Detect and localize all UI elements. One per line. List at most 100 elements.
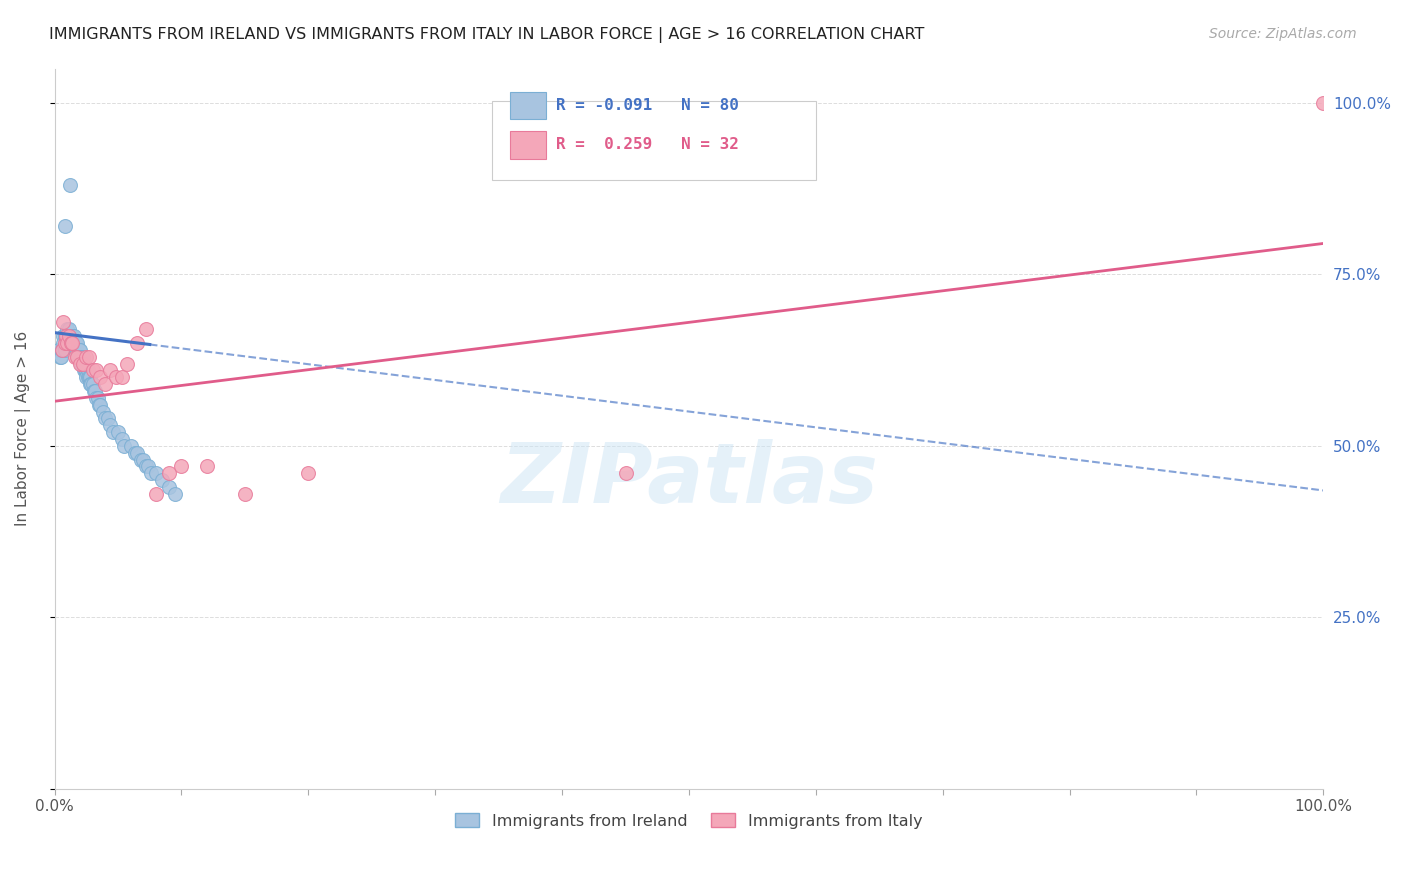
Point — [66, 343, 89, 357]
Point — [73, 363, 96, 377]
Point — [135, 322, 157, 336]
Point — [60, 335, 83, 350]
Point — [76, 370, 98, 384]
Point — [152, 473, 174, 487]
Point — [60, 329, 83, 343]
Point — [75, 350, 97, 364]
Point — [614, 467, 637, 481]
Point — [104, 370, 127, 384]
Point — [138, 459, 160, 474]
Point — [67, 343, 90, 357]
Point — [80, 377, 103, 392]
Point — [51, 343, 73, 357]
Point — [111, 432, 134, 446]
Point — [120, 439, 142, 453]
Point — [65, 335, 87, 350]
Point — [60, 329, 83, 343]
Point — [66, 335, 89, 350]
Point — [139, 467, 162, 481]
Point — [82, 363, 104, 377]
Point — [70, 350, 93, 364]
Point — [72, 350, 94, 364]
Point — [56, 322, 79, 336]
Text: R =  0.259   N = 32: R = 0.259 N = 32 — [555, 137, 738, 153]
Legend: Immigrants from Ireland, Immigrants from Italy: Immigrants from Ireland, Immigrants from… — [449, 806, 929, 835]
Point — [58, 329, 80, 343]
Point — [52, 329, 75, 343]
Text: IMMIGRANTS FROM IRELAND VS IMMIGRANTS FROM ITALY IN LABOR FORCE | AGE > 16 CORRE: IMMIGRANTS FROM IRELAND VS IMMIGRANTS FR… — [49, 27, 925, 43]
Point — [94, 377, 117, 392]
Point — [115, 357, 138, 371]
Point — [87, 398, 110, 412]
Point — [87, 391, 110, 405]
Point — [75, 370, 97, 384]
Point — [63, 343, 86, 357]
Point — [91, 404, 114, 418]
Point — [52, 315, 75, 329]
Point — [72, 357, 94, 371]
Point — [124, 446, 146, 460]
Point — [111, 370, 134, 384]
FancyBboxPatch shape — [510, 131, 546, 159]
Point — [125, 335, 148, 350]
Point — [233, 487, 256, 501]
Point — [56, 335, 79, 350]
Point — [195, 459, 218, 474]
Point — [58, 335, 80, 350]
Point — [59, 329, 82, 343]
Point — [1312, 95, 1334, 110]
Point — [69, 350, 91, 364]
Point — [77, 350, 100, 364]
Point — [60, 329, 83, 343]
Point — [60, 335, 83, 350]
Point — [73, 357, 96, 371]
Point — [101, 425, 124, 439]
Point — [53, 219, 76, 234]
Point — [94, 411, 117, 425]
Point — [55, 329, 77, 343]
FancyBboxPatch shape — [510, 92, 546, 119]
Y-axis label: In Labor Force | Age > 16: In Labor Force | Age > 16 — [15, 331, 31, 526]
Point — [297, 467, 319, 481]
Point — [125, 446, 148, 460]
Point — [89, 398, 111, 412]
Point — [55, 329, 77, 343]
Point — [145, 467, 167, 481]
Point — [67, 350, 90, 364]
Point — [69, 343, 91, 357]
Point — [89, 370, 111, 384]
Point — [59, 329, 82, 343]
Point — [62, 335, 84, 350]
Point — [107, 425, 129, 439]
Point — [135, 459, 157, 474]
Point — [73, 363, 96, 377]
Point — [170, 459, 193, 474]
Point — [60, 335, 83, 350]
Point — [157, 467, 180, 481]
Point — [63, 335, 86, 350]
Point — [79, 370, 101, 384]
Point — [75, 363, 97, 377]
Point — [132, 452, 155, 467]
Point — [100, 363, 122, 377]
Point — [66, 350, 89, 364]
Point — [55, 335, 77, 350]
Point — [53, 343, 76, 357]
Point — [83, 384, 105, 398]
Point — [86, 391, 108, 405]
Point — [84, 384, 107, 398]
Point — [145, 487, 167, 501]
Point — [49, 350, 72, 364]
Point — [58, 322, 80, 336]
Point — [77, 370, 100, 384]
Point — [76, 363, 98, 377]
Point — [48, 343, 70, 357]
Point — [100, 418, 122, 433]
Point — [60, 335, 83, 350]
Point — [69, 357, 91, 371]
Point — [97, 411, 120, 425]
Text: R = -0.091   N = 80: R = -0.091 N = 80 — [555, 98, 738, 112]
Point — [72, 357, 94, 371]
Point — [65, 343, 87, 357]
Point — [48, 350, 70, 364]
